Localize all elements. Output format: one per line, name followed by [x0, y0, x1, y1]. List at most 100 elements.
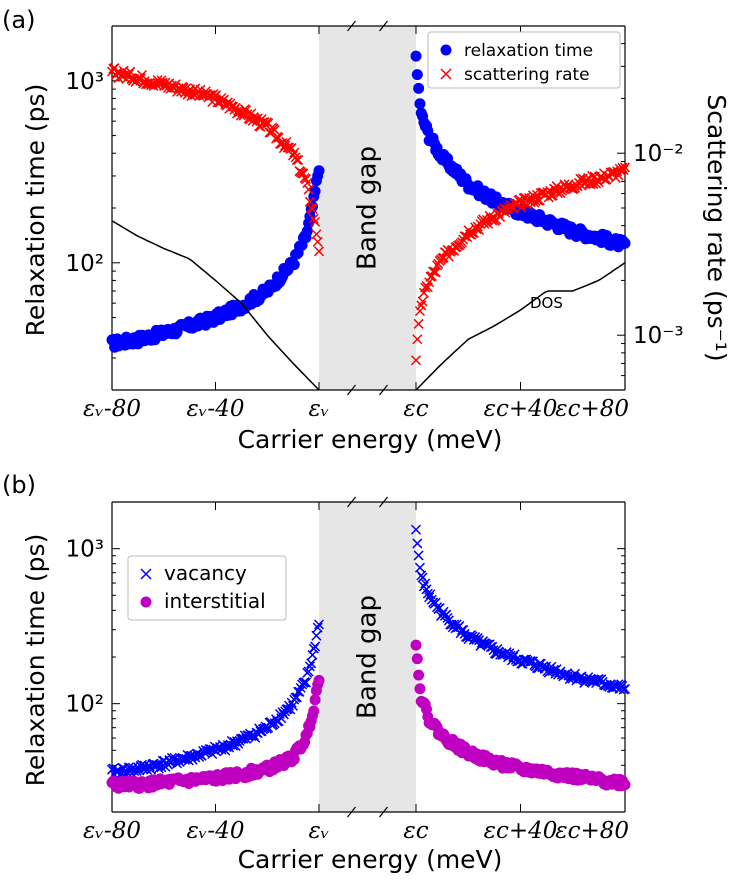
data-point [293, 154, 304, 165]
y2tick-label: 10⁻³ [633, 323, 684, 349]
xtick-label: εc [403, 818, 428, 844]
ylabel-b: Relaxation time (ps) [21, 534, 50, 787]
data-point [562, 182, 573, 193]
data-point [413, 550, 424, 561]
dos-curve-conduction [415, 262, 626, 391]
axis-break-bottom-1 [379, 806, 388, 818]
data-point [413, 669, 425, 681]
data-point [307, 204, 318, 215]
legend-box [127, 555, 287, 621]
ylabel-a: Relaxation time (ps) [21, 84, 50, 337]
data-point [306, 658, 317, 669]
xtick-label: εc+80 [555, 396, 629, 422]
xtick-label: εᵥ [309, 396, 330, 422]
data-point [273, 132, 284, 143]
legend-label: scattering rate [464, 65, 590, 85]
y2tick-label: 10⁻² [633, 141, 684, 167]
legend-label: interstitial [164, 589, 266, 613]
legend-box [427, 31, 621, 89]
data-point [311, 630, 322, 641]
data-point [410, 50, 422, 62]
xtick-label: εc [403, 396, 428, 422]
legend-marker [140, 596, 152, 608]
axis-break-bottom-0 [347, 384, 356, 396]
data-point [300, 677, 312, 688]
data-point [410, 355, 422, 366]
data-point [282, 142, 293, 153]
band-gap-label: Band gap [353, 146, 383, 270]
data-point [414, 98, 426, 110]
data-point [618, 164, 629, 176]
data-point [475, 219, 486, 230]
data-point [410, 639, 422, 651]
data-point [278, 709, 289, 720]
data-point [411, 653, 423, 665]
axis-break-bottom-1 [379, 384, 388, 396]
data-point [413, 82, 425, 94]
data-point [411, 69, 423, 81]
data-point [148, 80, 159, 91]
y2label-a: Scattering rate (ps⁻¹) [702, 94, 731, 361]
data-point [417, 296, 428, 307]
data-point [308, 213, 319, 224]
data-point [530, 195, 541, 207]
xtick-label: εᵥ-80 [83, 396, 141, 422]
ytick-label: 10³ [66, 537, 105, 563]
xlabel-b: Carrier energy (meV) [238, 845, 503, 874]
ytick-label: 10³ [66, 69, 105, 95]
data-point [291, 154, 302, 165]
data-point [310, 216, 321, 227]
data-point [288, 259, 300, 271]
data-point [252, 113, 263, 124]
axis-break-bottom-0 [347, 806, 356, 818]
data-point [260, 119, 271, 130]
data-point [307, 649, 318, 660]
xtick-label: εc+40 [484, 818, 558, 844]
band-gap-region [319, 502, 416, 812]
xtick-label: εᵥ-80 [83, 818, 141, 844]
data-point [412, 538, 423, 549]
legend-marker [440, 44, 452, 56]
series-interstitial [106, 639, 631, 794]
xtick-label: εc+40 [484, 396, 558, 422]
xtick-label: εᵥ-40 [187, 818, 245, 844]
axis-break-top-1 [379, 20, 388, 32]
data-point [313, 619, 325, 630]
legend-label: vacancy [164, 561, 247, 585]
data-point [487, 641, 498, 652]
data-point [619, 162, 631, 173]
ytick-label: 10² [66, 692, 105, 718]
band-gap-region [319, 26, 416, 390]
xlabel-a: Carrier energy (meV) [238, 425, 503, 454]
series-vacancy [106, 524, 631, 780]
data-point [228, 101, 239, 112]
data-point [413, 318, 424, 329]
data-point [308, 705, 320, 717]
data-point [422, 588, 433, 599]
legend-marker [440, 68, 452, 80]
legend-label: relaxation time [464, 41, 593, 61]
data-point [136, 70, 147, 81]
data-point [417, 572, 428, 583]
data-point [303, 184, 314, 195]
data-point [304, 661, 315, 672]
data-point [412, 334, 423, 345]
data-point [619, 683, 631, 694]
axis-break-top-0 [347, 496, 356, 508]
data-point [313, 674, 325, 686]
data-point [269, 124, 280, 135]
xtick-label: εᵥ-40 [187, 396, 245, 422]
data-point [441, 609, 452, 620]
series-DOS [111, 220, 626, 391]
data-point [312, 622, 323, 633]
data-point [410, 524, 422, 535]
data-point [414, 683, 426, 695]
series-scattering-rate [106, 63, 631, 366]
data-point [153, 763, 164, 774]
data-point [313, 165, 325, 177]
xtick-label: εᵥ [309, 818, 330, 844]
axis-break-top-0 [347, 20, 356, 32]
